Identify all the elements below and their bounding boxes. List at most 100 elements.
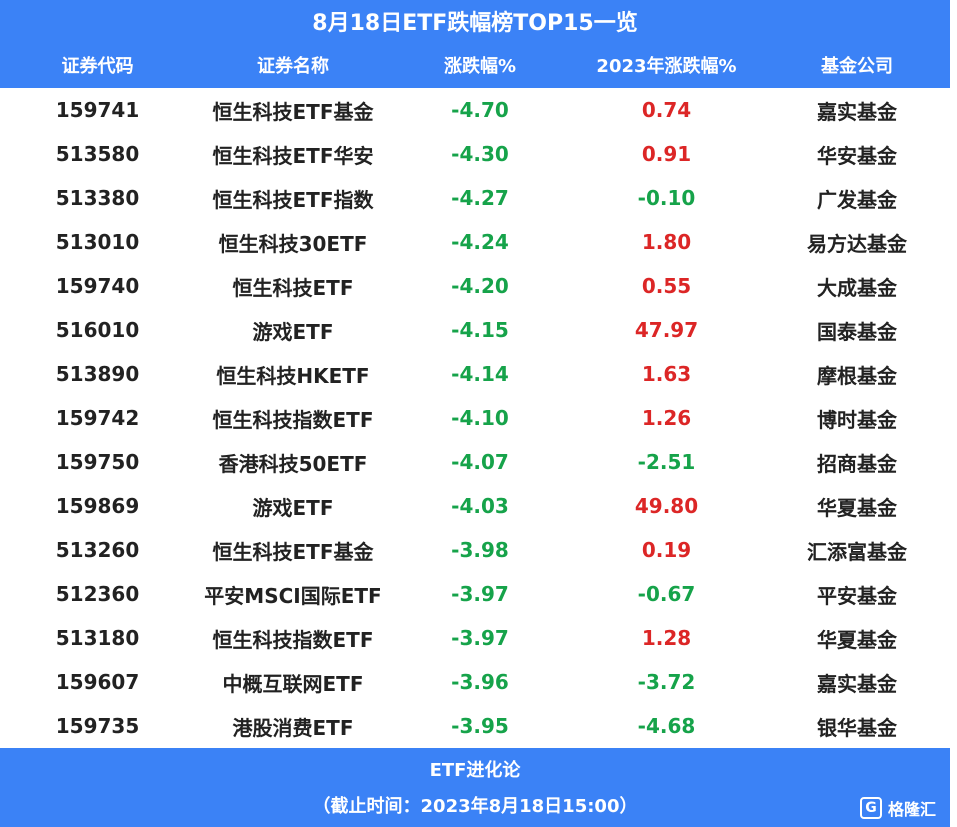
cell-code: 159607: [55, 670, 140, 694]
cell-code: 516010: [55, 318, 140, 342]
cell-change: -3.97: [451, 582, 509, 606]
table-row: 159742 恒生科技指数ETF -4.10 1.26 博时基金: [0, 396, 950, 440]
table-row: 159735 港股消费ETF -3.95 -4.68 银华基金: [0, 704, 950, 748]
cell-name: 香港科技50ETF: [218, 451, 368, 476]
cell-company: 嘉实基金: [817, 99, 897, 124]
table-row: 513010 恒生科技30ETF -4.24 1.80 易方达基金: [0, 220, 950, 264]
cell-change: -4.15: [451, 318, 509, 342]
cell-ytd: 1.28: [641, 626, 692, 650]
footer-time: （截止时间：2023年8月18日15:00）: [312, 796, 638, 817]
cell-name: 恒生科技HKETF: [216, 363, 370, 388]
cell-ytd: -0.67: [637, 582, 696, 606]
cell-code: 159740: [55, 274, 140, 298]
table-body: 159741 恒生科技ETF基金 -4.70 0.74 嘉实基金 513580 恒生科技ET…: [0, 88, 950, 748]
header-code: 证券代码: [61, 56, 134, 77]
cell-name: 恒生科技指数ETF: [212, 407, 374, 432]
cell-ytd: 0.19: [641, 538, 692, 562]
cell-code: 159735: [55, 714, 140, 738]
header-change: 涨跌幅%: [443, 56, 517, 77]
table-row: 159607 中概互联网ETF -3.96 -3.72 嘉实基金: [0, 660, 950, 704]
cell-change: -4.20: [451, 274, 509, 298]
cell-ytd: 1.80: [641, 230, 692, 254]
cell-change: -4.07: [451, 450, 509, 474]
cell-change: -3.98: [451, 538, 509, 562]
cell-change: -4.24: [451, 230, 509, 254]
cell-ytd: 47.97: [634, 318, 699, 342]
cell-company: 汇添富基金: [807, 539, 907, 564]
cell-ytd: 1.63: [641, 362, 692, 386]
header-row: 证券代码 证券名称 涨跌幅% 2023年涨跌幅% 基金公司: [0, 42, 950, 88]
footer-source: ETF进化论: [429, 760, 521, 781]
cell-name: 恒生科技ETF指数: [212, 187, 374, 212]
cell-company: 大成基金: [817, 275, 897, 300]
cell-code: 513010: [55, 230, 140, 254]
cell-ytd: 0.55: [641, 274, 692, 298]
cell-change: -4.70: [451, 98, 509, 122]
cell-company: 华夏基金: [817, 627, 897, 652]
table-row: 512360 平安MSCI国际ETF -3.97 -0.67 平安基金: [0, 572, 950, 616]
page-title: 8月18日ETF跌幅榜TOP15一览: [312, 11, 638, 36]
cell-company: 摩根基金: [817, 363, 897, 388]
footer: ETF进化论 （截止时间：2023年8月18日15:00） G 格隆汇: [0, 748, 950, 827]
table-row: 159740 恒生科技ETF -4.20 0.55 大成基金: [0, 264, 950, 308]
cell-code: 513380: [55, 186, 140, 210]
header-ytd: 2023年涨跌幅%: [596, 56, 737, 77]
cell-change: -3.96: [451, 670, 509, 694]
cell-company: 华夏基金: [817, 495, 897, 520]
table-row: 513890 恒生科技HKETF -4.14 1.63 摩根基金: [0, 352, 950, 396]
table-header: 证券代码 证券名称 涨跌幅% 2023年涨跌幅% 基金公司: [0, 42, 950, 88]
cell-ytd: 1.26: [641, 406, 692, 430]
cell-company: 银华基金: [817, 715, 897, 740]
cell-ytd: -2.51: [637, 450, 696, 474]
table-row: 159750 香港科技50ETF -4.07 -2.51 招商基金: [0, 440, 950, 484]
cell-name: 中概互联网ETF: [222, 671, 364, 696]
table-row: 516010 游戏ETF -4.15 47.97 国泰基金: [0, 308, 950, 352]
cell-company: 易方达基金: [807, 231, 907, 256]
cell-name: 游戏ETF: [252, 495, 334, 520]
table-row: 159869 游戏ETF -4.03 49.80 华夏基金: [0, 484, 950, 528]
cell-ytd: -3.72: [637, 670, 696, 694]
cell-change: -4.03: [451, 494, 509, 518]
logo-icon: G: [859, 797, 882, 819]
cell-company: 嘉实基金: [817, 671, 897, 696]
cell-ytd: 49.80: [634, 494, 699, 518]
cell-ytd: 0.91: [641, 142, 692, 166]
cell-name: 恒生科技ETF: [232, 275, 354, 300]
table-row: 513380 恒生科技ETF指数 -4.27 -0.10 广发基金: [0, 176, 950, 220]
cell-company: 广发基金: [817, 187, 897, 212]
cell-company: 博时基金: [817, 407, 897, 432]
cell-name: 港股消费ETF: [232, 715, 354, 740]
table-row: 513260 恒生科技ETF基金 -3.98 0.19 汇添富基金: [0, 528, 950, 572]
cell-company: 华安基金: [817, 143, 897, 168]
cell-company: 招商基金: [817, 451, 897, 476]
cell-name: 恒生科技指数ETF: [212, 627, 374, 652]
cell-code: 513260: [55, 538, 140, 562]
cell-change: -4.27: [451, 186, 509, 210]
logo-text: 格隆汇: [887, 800, 936, 819]
cell-change: -4.30: [451, 142, 509, 166]
table-row: 159741 恒生科技ETF基金 -4.70 0.74 嘉实基金: [0, 88, 950, 132]
cell-name: 平安MSCI国际ETF: [204, 583, 382, 608]
cell-name: 恒生科技30ETF: [218, 231, 368, 256]
header-company: 基金公司: [821, 56, 893, 77]
cell-ytd: 0.74: [641, 98, 692, 122]
table-row: 513180 恒生科技指数ETF -3.97 1.28 华夏基金: [0, 616, 950, 660]
table-row: 513580 恒生科技ETF华安 -4.30 0.91 华安基金: [0, 132, 950, 176]
cell-code: 159750: [55, 450, 140, 474]
cell-code: 513890: [55, 362, 140, 386]
cell-ytd: -4.68: [637, 714, 696, 738]
cell-code: 512360: [55, 582, 140, 606]
cell-change: -3.95: [451, 714, 509, 738]
cell-code: 513180: [55, 626, 140, 650]
title-bar: 8月18日ETF跌幅榜TOP15一览: [0, 0, 950, 42]
cell-change: -4.10: [451, 406, 509, 430]
logo: G 格隆汇: [859, 796, 936, 820]
cell-name: 恒生科技ETF基金: [212, 99, 374, 124]
cell-code: 159869: [55, 494, 140, 518]
cell-change: -3.97: [451, 626, 509, 650]
cell-code: 159742: [55, 406, 140, 430]
cell-code: 159741: [55, 98, 140, 122]
cell-change: -4.14: [451, 362, 509, 386]
cell-name: 恒生科技ETF华安: [212, 143, 374, 168]
